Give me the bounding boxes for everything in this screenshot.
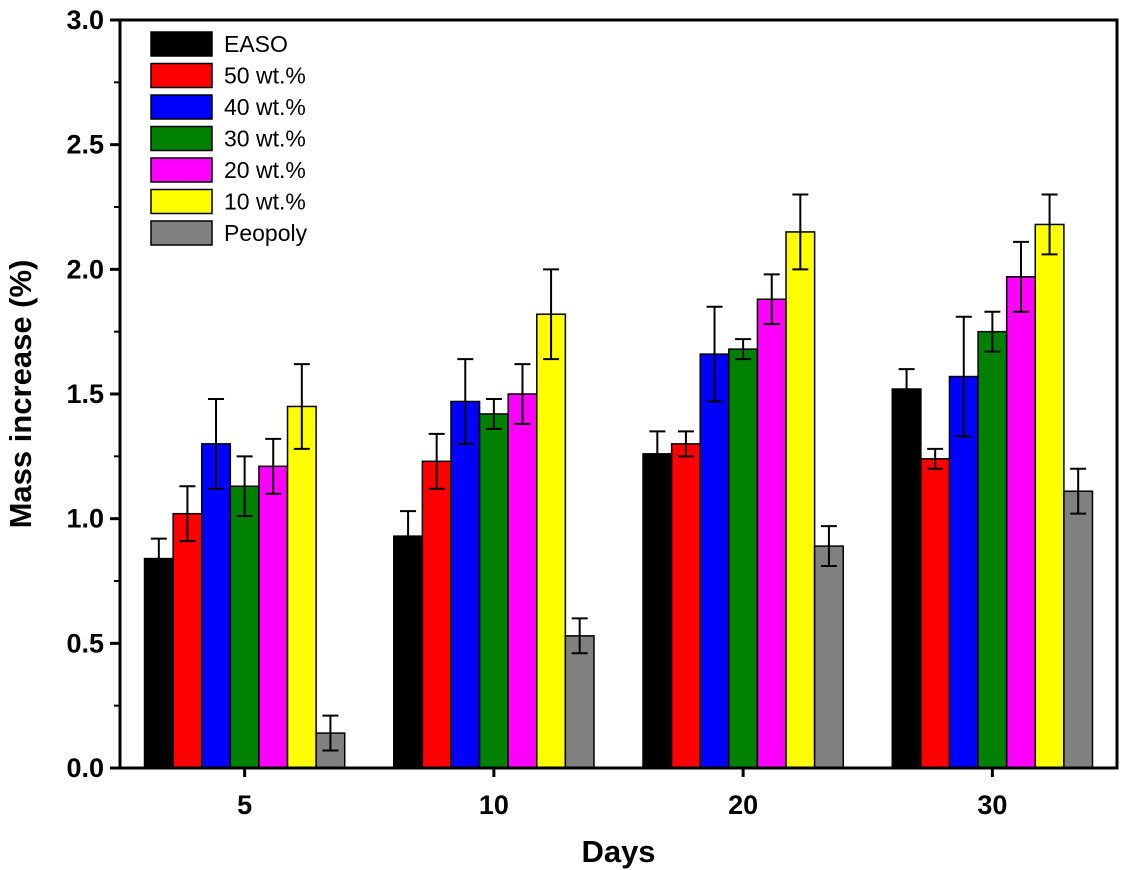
legend-label: EASO xyxy=(224,31,288,57)
legend-swatch xyxy=(150,157,213,183)
bar xyxy=(920,458,951,769)
bar-series-group xyxy=(143,193,1094,769)
y-tick-label: 2.5 xyxy=(66,130,104,160)
legend-swatch xyxy=(150,125,213,152)
bar xyxy=(642,453,673,769)
y-tick-label: 1.0 xyxy=(66,504,104,534)
bar xyxy=(200,443,232,769)
bar xyxy=(728,348,759,769)
bar xyxy=(536,313,567,769)
bar xyxy=(1005,276,1037,769)
bar xyxy=(670,443,701,769)
legend-swatch xyxy=(150,188,213,215)
y-tick-label: 0.5 xyxy=(66,628,104,658)
legend-swatch xyxy=(150,220,213,246)
bar xyxy=(393,535,424,769)
legend-label: 40 wt.% xyxy=(224,94,306,120)
legend-label: 30 wt.% xyxy=(224,126,306,152)
bar xyxy=(450,400,481,769)
x-axis-ticks: 5 10 20 30 xyxy=(237,768,1007,820)
bar xyxy=(286,405,317,769)
x-tick-label: 20 xyxy=(728,790,758,820)
bar xyxy=(813,545,844,769)
legend-swatch xyxy=(150,94,213,120)
legend-label: 50 wt.% xyxy=(224,63,306,89)
bar xyxy=(507,393,538,769)
bar xyxy=(1063,490,1094,769)
y-axis-title: Mass increase (%) xyxy=(3,260,38,529)
x-tick-label: 10 xyxy=(479,790,509,820)
bar xyxy=(948,375,979,769)
legend-swatch xyxy=(150,62,213,89)
bar xyxy=(1034,223,1065,769)
x-axis-title: Days xyxy=(581,834,655,869)
y-tick-label: 3.0 xyxy=(66,5,104,35)
plot-frame xyxy=(118,18,1119,770)
legend-swatch xyxy=(150,31,213,57)
bar xyxy=(229,485,260,769)
bar xyxy=(699,353,730,769)
x-tick-label: 5 xyxy=(237,790,252,820)
y-tick-label: 0.0 xyxy=(66,753,104,783)
legend: EASO 50 wt.% 40 wt.% 30 wt.% 20 wt.% 10 wt.% P… xyxy=(150,31,308,246)
bar xyxy=(756,298,787,769)
legend-label: 20 wt.% xyxy=(224,157,306,183)
legend-label: Peopoly xyxy=(224,220,308,246)
bar xyxy=(421,460,452,769)
bar xyxy=(977,330,1008,769)
x-tick-label: 30 xyxy=(977,790,1007,820)
y-axis-ticks: 0.0 0.5 1.0 1.5 2.0 2.5 3.0 xyxy=(66,5,120,783)
bar xyxy=(143,557,174,769)
y-tick-label: 2.0 xyxy=(66,254,104,284)
bar xyxy=(891,388,922,769)
bar xyxy=(478,413,509,769)
bar xyxy=(258,465,289,769)
bar xyxy=(785,231,816,769)
bar xyxy=(172,512,203,769)
bar xyxy=(564,635,595,769)
legend-label: 10 wt.% xyxy=(224,189,306,215)
y-tick-label: 1.5 xyxy=(66,379,104,409)
